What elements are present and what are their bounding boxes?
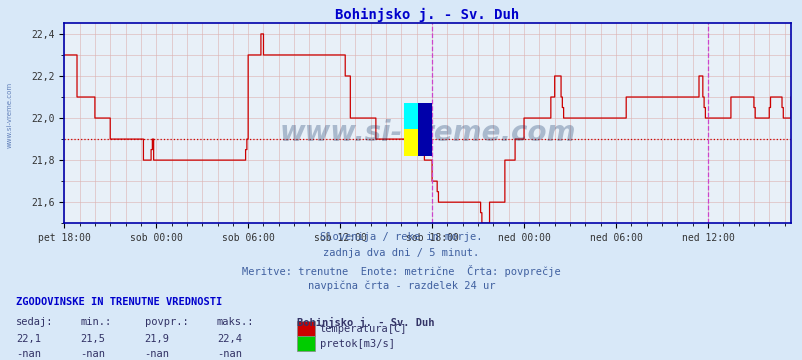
Text: maks.:: maks.: [217, 317, 254, 327]
Text: -nan: -nan [144, 349, 169, 359]
Text: sedaj:: sedaj: [16, 317, 54, 327]
Text: www.si-vreme.com: www.si-vreme.com [6, 82, 13, 148]
Title: Bohinjsko j. - Sv. Duh: Bohinjsko j. - Sv. Duh [335, 8, 519, 22]
Text: -nan: -nan [217, 349, 241, 359]
Text: Meritve: trenutne  Enote: metrične  Črta: povprečje: Meritve: trenutne Enote: metrične Črta: … [242, 265, 560, 276]
Text: -nan: -nan [16, 349, 41, 359]
Text: povpr.:: povpr.: [144, 317, 188, 327]
Text: Slovenija / reke in morje.: Slovenija / reke in morje. [320, 232, 482, 242]
Text: 22,4: 22,4 [217, 334, 241, 344]
Text: ZGODOVINSKE IN TRENUTNE VREDNOSTI: ZGODOVINSKE IN TRENUTNE VREDNOSTI [16, 297, 222, 307]
Text: navpična črta - razdelek 24 ur: navpična črta - razdelek 24 ur [307, 281, 495, 291]
Text: www.si-vreme.com: www.si-vreme.com [279, 119, 575, 147]
Text: Bohinjsko j. - Sv. Duh: Bohinjsko j. - Sv. Duh [297, 317, 434, 328]
Text: pretok[m3/s]: pretok[m3/s] [319, 339, 394, 349]
Bar [403, 103, 418, 156]
Text: 22,1: 22,1 [16, 334, 41, 344]
Text: min.:: min.: [80, 317, 111, 327]
Text: 21,5: 21,5 [80, 334, 105, 344]
Text: temperatura[C]: temperatura[C] [319, 324, 407, 334]
Text: -nan: -nan [80, 349, 105, 359]
Bar [418, 103, 431, 156]
Text: 21,9: 21,9 [144, 334, 169, 344]
Text: zadnja dva dni / 5 minut.: zadnja dva dni / 5 minut. [323, 248, 479, 258]
Bar [403, 103, 418, 129]
